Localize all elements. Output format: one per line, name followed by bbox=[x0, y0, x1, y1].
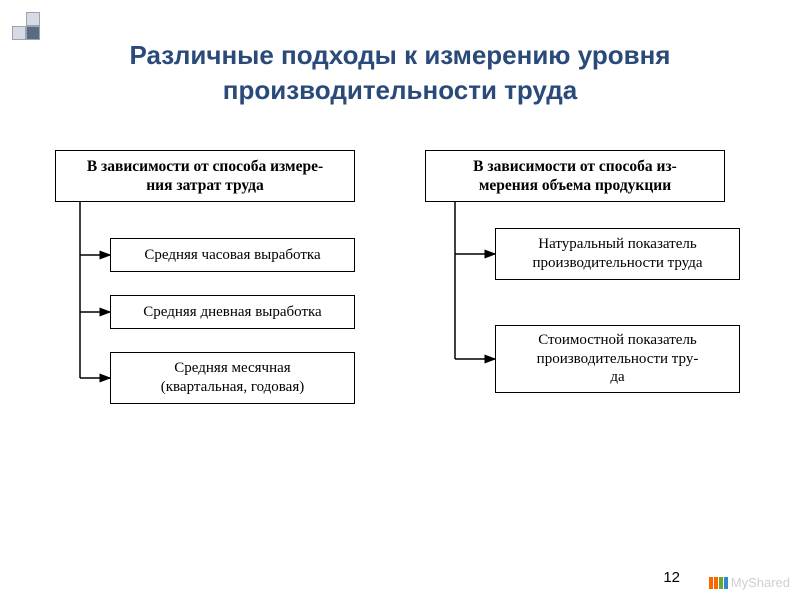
item-box: Натуральный показательпроизводительности… bbox=[495, 228, 740, 280]
item-box: Средняя месячная(квартальная, годовая) bbox=[110, 352, 355, 404]
item-box: Средняя дневная выработка bbox=[110, 295, 355, 329]
corner-square bbox=[26, 12, 40, 26]
watermark: MyShared bbox=[709, 575, 790, 590]
corner-square bbox=[26, 26, 40, 40]
flowchart-diagram: В зависимости от способа измере-ния затр… bbox=[0, 150, 800, 530]
watermark-text: MyShared bbox=[731, 575, 790, 590]
category-header-box: В зависимости от способа измере-ния затр… bbox=[55, 150, 355, 202]
item-box: Средняя часовая выработка bbox=[110, 238, 355, 272]
watermark-icon bbox=[709, 577, 728, 589]
item-box: Стоимостной показательпроизводительности… bbox=[495, 325, 740, 393]
slide-title: Различные подходы к измерению уровня про… bbox=[0, 0, 800, 108]
corner-square bbox=[12, 26, 26, 40]
slide-number: 12 bbox=[663, 569, 680, 586]
category-header-box: В зависимости от способа из-мерения объе… bbox=[425, 150, 725, 202]
